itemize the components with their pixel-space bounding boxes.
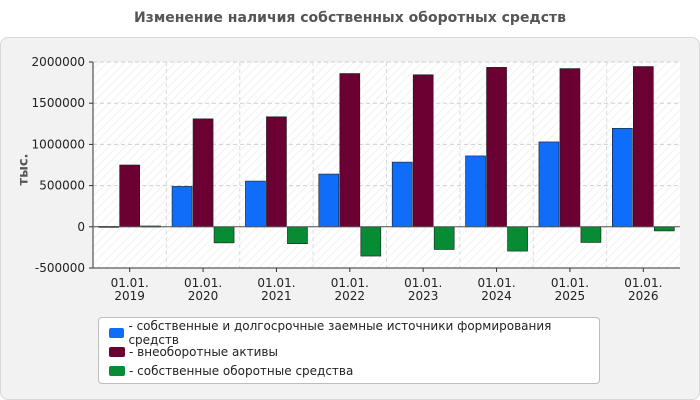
bar [580,226,602,243]
x-tick-label: 01.01. [404,276,442,290]
grid-lines [93,61,680,268]
y-tick-label: 0 [77,220,85,234]
bar [391,161,413,228]
x-tick-label: 2022 [335,289,366,303]
x-tick-label: 01.01. [477,276,515,290]
legend-swatch [109,346,125,357]
legend-swatch [109,327,125,338]
legend-item: - собственные и долгосрочные заемные ист… [109,319,589,347]
x-tick-label: 2020 [188,289,219,303]
x-tick-label: 01.01. [184,276,222,290]
bar [119,164,140,228]
bars [98,66,675,257]
x-tick-label: 01.01. [257,276,295,290]
legend-label: - собственные и долгосрочные заемные ист… [128,318,552,347]
bar [433,226,455,250]
bar [612,128,633,228]
x-tick-label: 2025 [555,289,586,303]
x-tick-labels: 01.01.201901.01.202001.01.202101.01.2022… [111,276,663,303]
legend-item: - собственные оборотные средства [109,361,589,380]
x-tick-label: 01.01. [624,276,662,290]
bar [287,226,308,244]
x-tick-label: 2024 [481,289,512,303]
bar [318,173,340,228]
x-tick-label: 2026 [628,289,659,303]
bar [245,180,266,228]
bar [538,141,560,228]
bar [339,73,361,228]
y-tick-label: 2000000 [32,55,85,69]
x-tick-label: 01.01. [111,276,149,290]
bar [465,155,486,228]
y-axis-label: тыс. [16,153,32,186]
legend-label: - внеоборотные активы [129,344,278,359]
x-tick-label: 01.01. [331,276,369,290]
x-tick-label: 2021 [261,289,292,303]
x-tick-label: 2023 [408,289,439,303]
legend-swatch [109,365,125,376]
x-tick-label: 01.01. [551,276,589,290]
bar [171,186,193,228]
bar [559,68,581,228]
axes [89,61,680,272]
bar [266,116,287,228]
y-tick-label: -500000 [35,261,85,275]
bar [192,118,214,228]
y-tick-labels: 2000000 1500000 1000000 500000 0 -500000 [32,55,85,275]
x-tick-label: 2019 [114,289,145,303]
y-tick-label: 500000 [39,179,85,193]
y-tick-label: 1000000 [32,137,85,151]
bar [507,226,528,252]
bar [486,67,507,228]
legend-item: - внеоборотные активы [109,342,589,361]
chart-title: Изменение наличия собственных оборотных … [133,10,567,26]
legend: - собственные и долгосрочные заемные ист… [98,317,600,384]
bar [654,226,675,232]
bar [360,226,382,257]
y-tick-label: 1500000 [32,96,85,110]
bar [213,226,235,244]
bar [412,74,434,228]
legend-label: - собственные оборотные средства [129,363,354,378]
bar [633,66,654,228]
